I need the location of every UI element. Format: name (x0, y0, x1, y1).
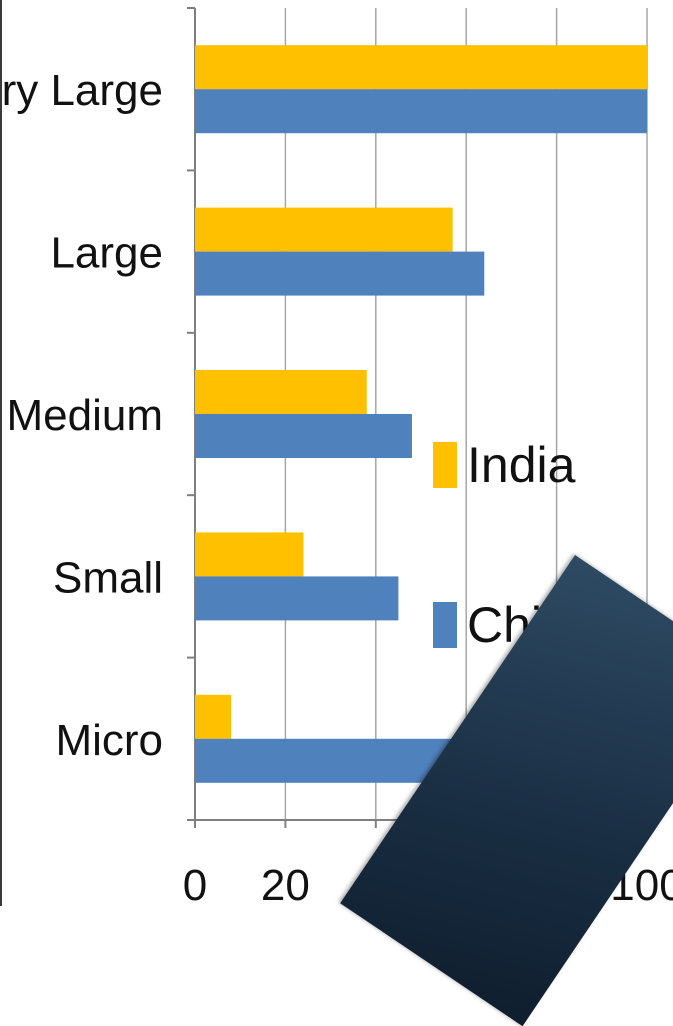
bar-china-micro (195, 738, 462, 783)
bar-india-very-large (195, 45, 647, 90)
y-tick-label-medium: Medium (7, 391, 164, 440)
bar-india-medium (195, 370, 367, 414)
legend-item-india: India (433, 436, 575, 494)
legend-swatch-india (433, 442, 457, 488)
legend-swatch-china (433, 602, 457, 648)
x-tick-label-0: 0 (183, 861, 207, 906)
x-tick-label-20: 20 (261, 861, 310, 906)
bar-china-very-large (195, 89, 647, 134)
y-tick-label-large: Large (50, 229, 163, 278)
bar-india-micro (195, 694, 232, 739)
y-tick-label-micro: Micro (55, 716, 163, 765)
left-border (0, 0, 2, 906)
y-tick-label-very-large: Very Large (0, 66, 163, 115)
bar-china-medium (195, 414, 412, 458)
y-tick-label-small: Small (53, 553, 163, 602)
bar-india-large (195, 207, 453, 252)
legend-label-india: India (467, 437, 576, 493)
bar-china-small (195, 576, 399, 621)
bar-china-large (195, 251, 485, 296)
bar-india-small (195, 532, 304, 577)
